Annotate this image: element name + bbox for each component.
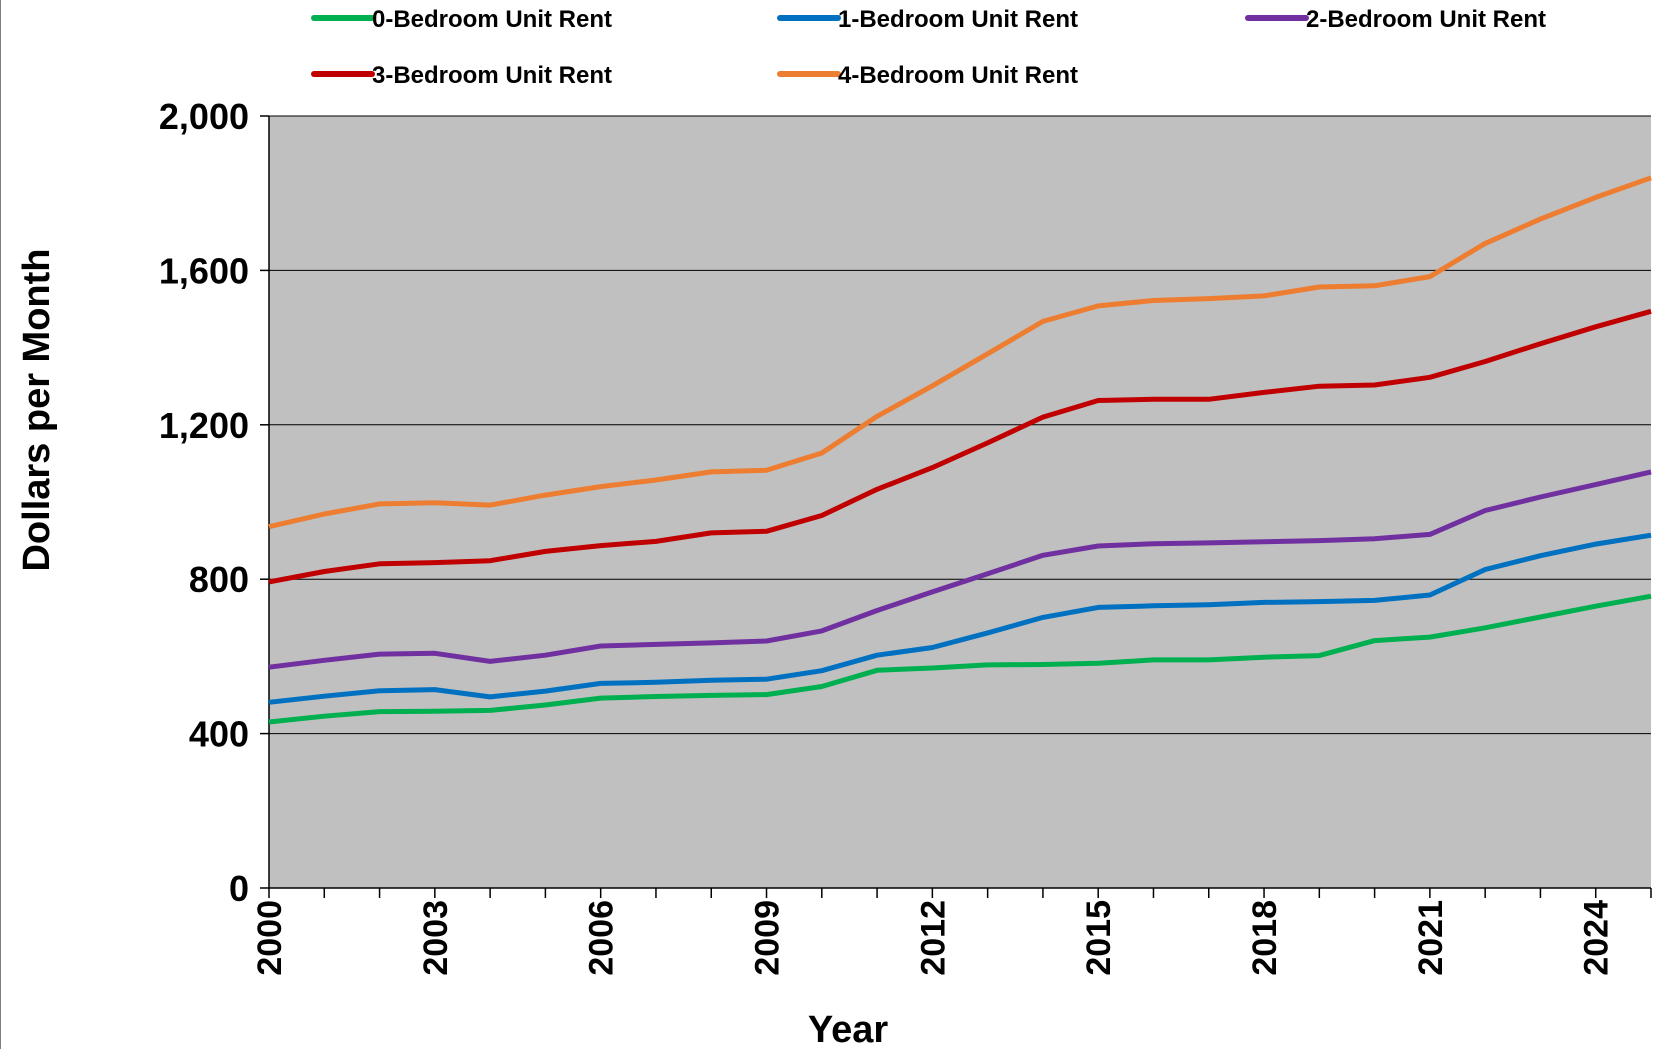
plot-area xyxy=(269,116,1651,888)
legend-label: 3-Bedroom Unit Rent xyxy=(372,62,612,89)
x-tick-label: 2024 xyxy=(1578,900,1616,976)
legend-label: 1-Bedroom Unit Rent xyxy=(838,6,1078,33)
series-line-2 xyxy=(268,469,1652,670)
y-axis-title: Dollars per Month xyxy=(16,248,58,571)
x-tick-label: 2009 xyxy=(749,900,787,976)
legend-item-4: 4-Bedroom Unit Rent xyxy=(777,62,1078,89)
series-lines xyxy=(268,175,1652,725)
x-axis-title: Year xyxy=(808,1009,889,1049)
legend-item-2: 2-Bedroom Unit Rent xyxy=(1245,6,1546,33)
legend-label: 2-Bedroom Unit Rent xyxy=(1306,6,1546,33)
x-tick-label: 2012 xyxy=(914,900,952,976)
y-tick-label: 400 xyxy=(189,714,249,755)
series-line-0 xyxy=(268,593,1652,725)
legend-item-3: 3-Bedroom Unit Rent xyxy=(311,62,612,89)
x-tick-label: 2003 xyxy=(417,900,455,976)
legend-label: 0-Bedroom Unit Rent xyxy=(372,6,612,33)
legend-label: 4-Bedroom Unit Rent xyxy=(838,62,1078,89)
series-line-3 xyxy=(268,308,1652,585)
legend: 0-Bedroom Unit Rent 1-Bedroom Unit Rent 2-… xyxy=(311,6,1546,89)
y-tick-labels: 0 400 800 1,200 1,600 2,000 xyxy=(159,96,269,909)
axes xyxy=(268,116,1651,889)
x-tick-label: 2021 xyxy=(1412,900,1450,976)
y-tick-label: 0 xyxy=(229,868,249,909)
legend-item-1: 1-Bedroom Unit Rent xyxy=(777,6,1078,33)
y-tick-label: 1,600 xyxy=(159,250,249,291)
x-tick-label: 2000 xyxy=(251,900,289,976)
gridlines xyxy=(269,115,1651,735)
y-tick-label: 2,000 xyxy=(159,96,249,137)
x-tick-label: 2015 xyxy=(1080,900,1118,976)
x-tick-label: 2018 xyxy=(1246,900,1284,976)
y-tick-label: 1,200 xyxy=(159,405,249,446)
series-line-4 xyxy=(268,175,1652,530)
x-tick-label: 2006 xyxy=(583,900,621,976)
legend-item-0: 0-Bedroom Unit Rent xyxy=(311,6,612,33)
x-tick-labels: 2000 2003 2006 2009 2012 2015 2018 2021 2024 xyxy=(251,888,1652,976)
series-line-1 xyxy=(268,532,1652,705)
y-tick-label: 800 xyxy=(189,559,249,600)
